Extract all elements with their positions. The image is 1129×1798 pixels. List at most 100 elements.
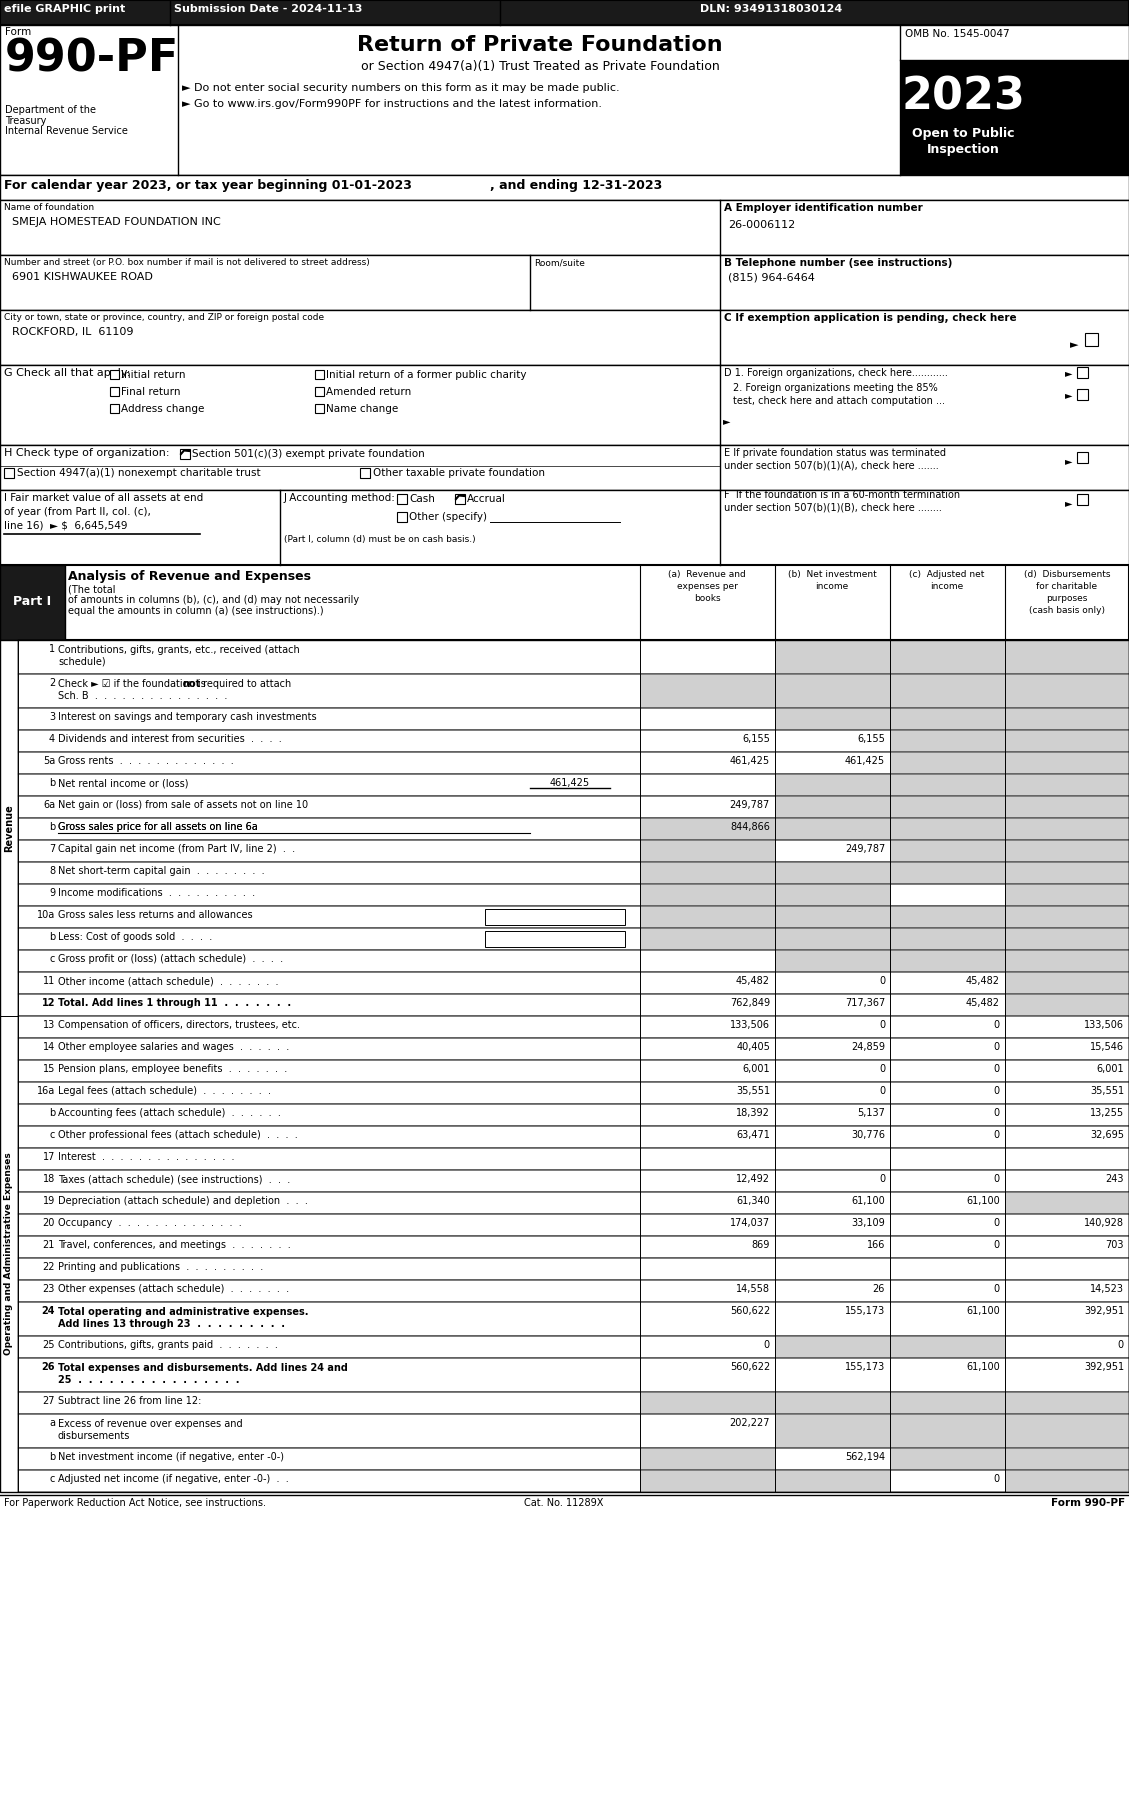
Text: 25: 25 — [43, 1340, 55, 1350]
Bar — [18, 973, 1129, 994]
Text: ►: ► — [1065, 390, 1073, 399]
Text: Gross sales less returns and allowances: Gross sales less returns and allowances — [58, 910, 253, 921]
Bar — [890, 949, 1005, 973]
Text: 562,194: 562,194 — [844, 1453, 885, 1462]
Text: 2. Foreign organizations meeting the 85%: 2. Foreign organizations meeting the 85% — [733, 383, 938, 394]
Text: income: income — [930, 583, 964, 592]
Bar — [890, 797, 1005, 818]
Bar — [774, 949, 890, 973]
Bar — [0, 25, 1129, 174]
Text: Taxes (attach schedule) (see instructions)  .  .  .: Taxes (attach schedule) (see instruction… — [58, 1174, 290, 1185]
Text: 133,506: 133,506 — [1084, 1019, 1124, 1030]
Bar — [774, 1471, 890, 1492]
Text: Name of foundation: Name of foundation — [5, 203, 94, 212]
Bar — [18, 994, 1129, 1016]
Text: G Check all that apply:: G Check all that apply: — [5, 369, 130, 378]
Bar — [774, 708, 890, 730]
Text: 61,100: 61,100 — [851, 1196, 885, 1206]
Text: 35,551: 35,551 — [1089, 1086, 1124, 1097]
Text: A Employer identification number: A Employer identification number — [724, 203, 922, 212]
Text: Internal Revenue Service: Internal Revenue Service — [5, 126, 128, 137]
Bar — [18, 1037, 1129, 1061]
Bar — [18, 674, 1129, 708]
Bar — [18, 1392, 1129, 1413]
Text: ► Do not enter social security numbers on this form as it may be made public.: ► Do not enter social security numbers o… — [182, 83, 620, 93]
Bar — [110, 387, 119, 396]
Text: 0: 0 — [994, 1474, 1000, 1483]
Text: ► Go to www.irs.gov/Form990PF for instructions and the latest information.: ► Go to www.irs.gov/Form990PF for instru… — [182, 99, 602, 110]
Bar — [18, 1170, 1129, 1192]
Bar — [18, 885, 1129, 906]
Bar — [0, 309, 1129, 365]
Bar — [1005, 928, 1129, 949]
Bar — [1005, 640, 1129, 674]
Text: 23: 23 — [43, 1284, 55, 1295]
Bar — [640, 818, 774, 840]
Text: purposes: purposes — [1047, 593, 1087, 602]
Text: Room/suite: Room/suite — [534, 257, 585, 266]
Text: 16a: 16a — [37, 1086, 55, 1097]
Text: Check ► ☑ if the foundation is: Check ► ☑ if the foundation is — [58, 680, 209, 689]
Bar — [1005, 906, 1129, 928]
Text: 0: 0 — [994, 1241, 1000, 1250]
Text: 45,482: 45,482 — [736, 976, 770, 985]
Text: ►: ► — [1065, 498, 1073, 509]
Text: J Accounting method:: J Accounting method: — [285, 493, 396, 503]
Bar — [18, 1061, 1129, 1082]
Bar — [1077, 494, 1088, 505]
Text: of amounts in columns (b), (c), and (d) may not necessarily: of amounts in columns (b), (c), and (d) … — [68, 595, 359, 604]
Text: 174,037: 174,037 — [729, 1217, 770, 1228]
Text: Open to Public: Open to Public — [912, 128, 1014, 140]
Bar — [890, 906, 1005, 928]
Text: 0: 0 — [878, 1174, 885, 1185]
Text: c: c — [50, 955, 55, 964]
Bar — [774, 1392, 890, 1413]
Bar — [18, 1302, 1129, 1336]
Text: not: not — [182, 680, 200, 689]
Text: b: b — [49, 822, 55, 832]
Text: 18,392: 18,392 — [736, 1108, 770, 1118]
Text: ►: ► — [723, 415, 730, 426]
Text: 14,558: 14,558 — [736, 1284, 770, 1295]
Text: 461,425: 461,425 — [550, 779, 590, 788]
Text: Inspection: Inspection — [927, 144, 999, 156]
Text: Contributions, gifts, grants, etc., received (attach: Contributions, gifts, grants, etc., rece… — [58, 645, 300, 654]
Text: 869: 869 — [752, 1241, 770, 1250]
Text: Sch. B  .  .  .  .  .  .  .  .  .  .  .  .  .  .  .: Sch. B . . . . . . . . . . . . . . . — [58, 690, 227, 701]
Text: Gross profit or (loss) (attach schedule)  .  .  .  .: Gross profit or (loss) (attach schedule)… — [58, 955, 283, 964]
Bar — [640, 1447, 774, 1471]
Text: 0: 0 — [878, 1019, 885, 1030]
Bar — [1005, 818, 1129, 840]
Bar — [890, 1392, 1005, 1413]
Text: 703: 703 — [1105, 1241, 1124, 1250]
Bar — [1005, 708, 1129, 730]
Text: 249,787: 249,787 — [844, 843, 885, 854]
Text: H Check type of organization:: H Check type of organization: — [5, 448, 169, 458]
Bar — [110, 405, 119, 414]
Bar — [18, 861, 1129, 885]
Bar — [0, 640, 18, 1016]
Text: Contributions, gifts, grants paid  .  .  .  .  .  .  .: Contributions, gifts, grants paid . . . … — [58, 1340, 278, 1350]
Text: Other (specify): Other (specify) — [409, 512, 487, 521]
Text: 0: 0 — [994, 1064, 1000, 1073]
Text: Other professional fees (attach schedule)  .  .  .  .: Other professional fees (attach schedule… — [58, 1129, 298, 1140]
Text: 2: 2 — [49, 678, 55, 689]
Bar — [360, 467, 370, 478]
Bar — [890, 1413, 1005, 1447]
Text: For Paperwork Reduction Act Notice, see instructions.: For Paperwork Reduction Act Notice, see … — [5, 1498, 266, 1509]
Text: schedule): schedule) — [58, 656, 106, 667]
Text: test, check here and attach computation ...: test, check here and attach computation … — [733, 396, 945, 406]
Bar — [18, 1280, 1129, 1302]
Bar — [0, 255, 1129, 309]
Text: Travel, conferences, and meetings  .  .  .  .  .  .  .: Travel, conferences, and meetings . . . … — [58, 1241, 291, 1250]
Bar — [18, 818, 1129, 840]
Bar — [774, 885, 890, 906]
Bar — [18, 1104, 1129, 1126]
Text: I Fair market value of all assets at end: I Fair market value of all assets at end — [5, 493, 203, 503]
Text: 5a: 5a — [43, 755, 55, 766]
Text: ROCKFORD, IL  61109: ROCKFORD, IL 61109 — [12, 327, 133, 336]
Text: disbursements: disbursements — [58, 1431, 130, 1440]
Bar — [640, 840, 774, 861]
Text: 12,492: 12,492 — [736, 1174, 770, 1185]
Text: 461,425: 461,425 — [844, 755, 885, 766]
